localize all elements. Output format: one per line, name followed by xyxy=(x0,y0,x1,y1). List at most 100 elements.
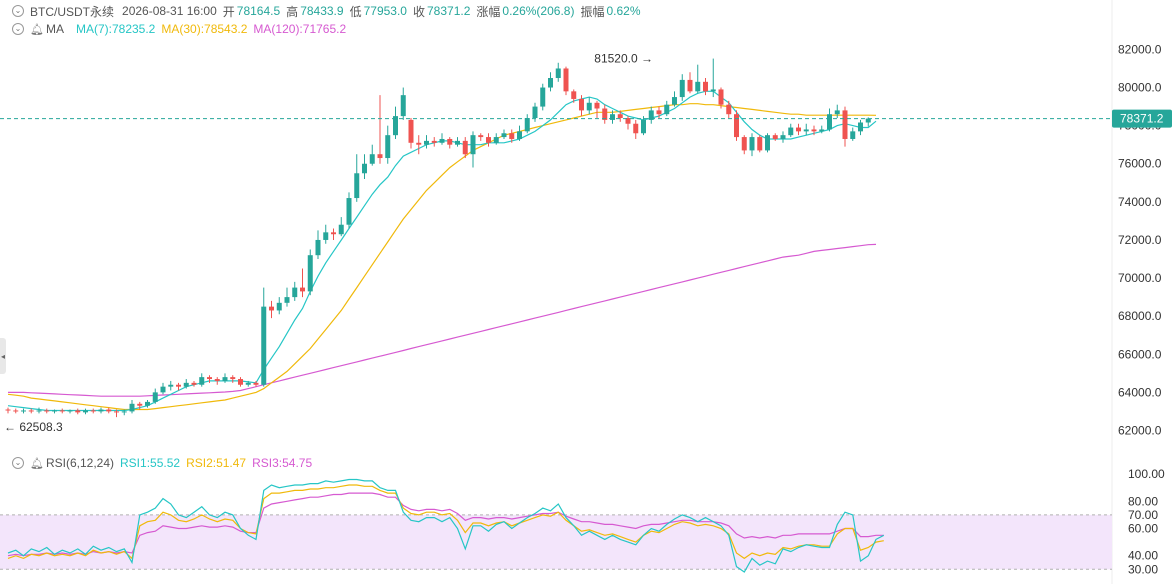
rsi3-line xyxy=(7,492,884,557)
candle-body xyxy=(563,68,569,92)
candle-body xyxy=(501,133,507,138)
candle-body xyxy=(400,95,406,117)
candle-body xyxy=(90,410,96,412)
collapse-chevron-icon[interactable]: ⌄ xyxy=(12,5,24,17)
ma-indicator-label[interactable]: MA xyxy=(45,22,64,36)
candle-body xyxy=(672,97,677,105)
candle-body xyxy=(462,140,468,155)
candle-body xyxy=(114,411,119,413)
candle-body xyxy=(121,411,127,413)
candle-body xyxy=(36,410,42,412)
candle-body xyxy=(28,410,34,412)
collapse-chevron-icon[interactable]: ⌄ xyxy=(12,457,24,469)
candle-body xyxy=(307,255,313,292)
candle-body xyxy=(5,409,11,411)
candle-body xyxy=(261,306,267,385)
candle-body xyxy=(269,306,274,311)
candle-body xyxy=(486,137,491,143)
candle-body xyxy=(284,297,290,303)
price-header: ⌄ BTC/USDT永续 2026-08-31 16:00 开 78164.5 … xyxy=(0,2,647,20)
rsi2-line xyxy=(7,484,884,560)
candle-body xyxy=(648,110,654,120)
low-annotation: ← 62508.3 xyxy=(4,420,63,434)
candle-body xyxy=(67,410,73,412)
high-value: 78433.9 xyxy=(300,4,344,18)
candle-body xyxy=(772,135,778,139)
candle-body xyxy=(98,409,104,412)
candle-body xyxy=(734,114,739,138)
ma120-legend: MA(120):71765.2 xyxy=(253,22,347,36)
candle-body xyxy=(834,110,840,115)
candle-body xyxy=(416,142,422,145)
candle-body xyxy=(315,239,321,256)
price-tick-label: 66000.0 xyxy=(1118,347,1162,361)
candle-body xyxy=(431,140,437,143)
candle-body xyxy=(602,108,608,120)
candle-body xyxy=(757,137,763,151)
candle-body xyxy=(222,377,228,381)
candle-body xyxy=(362,163,367,174)
candle-body xyxy=(710,89,716,92)
current-price-line: 78371.2 xyxy=(0,109,1172,128)
rsi-panel xyxy=(0,478,1112,573)
candle-body xyxy=(865,118,871,123)
rsi3-legend: RSI3:54.75 xyxy=(252,456,313,470)
bell-icon[interactable]: 🔔︎ xyxy=(30,457,44,470)
candle-body xyxy=(641,119,646,134)
candle-body xyxy=(393,116,398,136)
current-price-label: 78371.2 xyxy=(1120,112,1164,126)
candle-body xyxy=(858,122,863,132)
collapse-sidebar-handle[interactable]: ◂ xyxy=(0,338,6,374)
candle-body xyxy=(137,403,143,406)
candle-body xyxy=(129,403,135,412)
price-tick-label: 72000.0 xyxy=(1118,233,1162,247)
candle-body xyxy=(703,81,708,92)
high-label: 高 xyxy=(286,4,299,19)
rsi-indicator-label[interactable]: RSI(6,12,24) xyxy=(45,456,115,470)
candle-body xyxy=(199,377,205,385)
candle-body xyxy=(13,410,19,412)
candle-body xyxy=(555,68,561,79)
high-annotation: 81520.0 → xyxy=(594,52,653,66)
collapse-chevron-icon[interactable]: ⌄ xyxy=(12,23,24,35)
candle-body xyxy=(811,129,817,132)
rsi-tick-label: 40.00 xyxy=(1128,549,1158,563)
candles xyxy=(5,58,871,418)
rsi-tick-label: 70.00 xyxy=(1128,508,1158,522)
bell-icon[interactable]: 🔔︎ xyxy=(30,23,44,36)
candle-body xyxy=(160,386,166,393)
candle-body xyxy=(656,110,662,115)
candle-body xyxy=(796,127,801,132)
candle-body xyxy=(385,135,391,159)
candle-body xyxy=(439,138,445,143)
candle-body xyxy=(741,137,747,151)
candle-body xyxy=(145,401,150,406)
price-tick-label: 70000.0 xyxy=(1118,271,1162,285)
low-label: 低 xyxy=(349,4,362,19)
candle-body xyxy=(664,104,670,115)
candle-body xyxy=(331,232,336,235)
candle-body xyxy=(780,135,786,139)
candle-body xyxy=(842,110,848,139)
candle-body xyxy=(183,382,189,387)
candle-body xyxy=(455,140,460,145)
candle-body xyxy=(633,123,639,134)
price-tick-label: 68000.0 xyxy=(1118,309,1162,323)
candle-body xyxy=(369,154,375,164)
candle-body xyxy=(625,118,631,124)
change-value: 0.26%(206.8) xyxy=(502,4,575,18)
candle-body xyxy=(354,173,360,199)
low-value: 77953.0 xyxy=(363,4,407,18)
candle-body xyxy=(214,379,220,381)
candle-body xyxy=(276,302,282,311)
amplitude-value: 0.62% xyxy=(606,4,641,18)
price-tick-label: 76000.0 xyxy=(1118,157,1162,171)
candle-body xyxy=(548,78,553,88)
candle-body xyxy=(610,114,615,120)
candle-body xyxy=(718,89,724,105)
candle-body xyxy=(594,102,600,109)
candle-body xyxy=(478,135,484,138)
candle-body xyxy=(586,102,592,111)
price-tick-label: 64000.0 xyxy=(1118,385,1162,399)
